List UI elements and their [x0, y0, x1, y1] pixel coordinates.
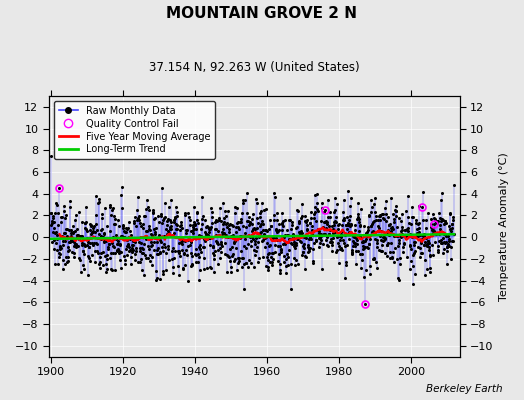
Legend: Raw Monthly Data, Quality Control Fail, Five Year Moving Average, Long-Term Tren: Raw Monthly Data, Quality Control Fail, … [53, 101, 215, 159]
Text: Berkeley Earth: Berkeley Earth [427, 384, 503, 394]
Text: MOUNTAIN GROVE 2 N: MOUNTAIN GROVE 2 N [167, 6, 357, 21]
Y-axis label: Temperature Anomaly (°C): Temperature Anomaly (°C) [499, 152, 509, 301]
Title: 37.154 N, 92.263 W (United States): 37.154 N, 92.263 W (United States) [149, 61, 359, 74]
